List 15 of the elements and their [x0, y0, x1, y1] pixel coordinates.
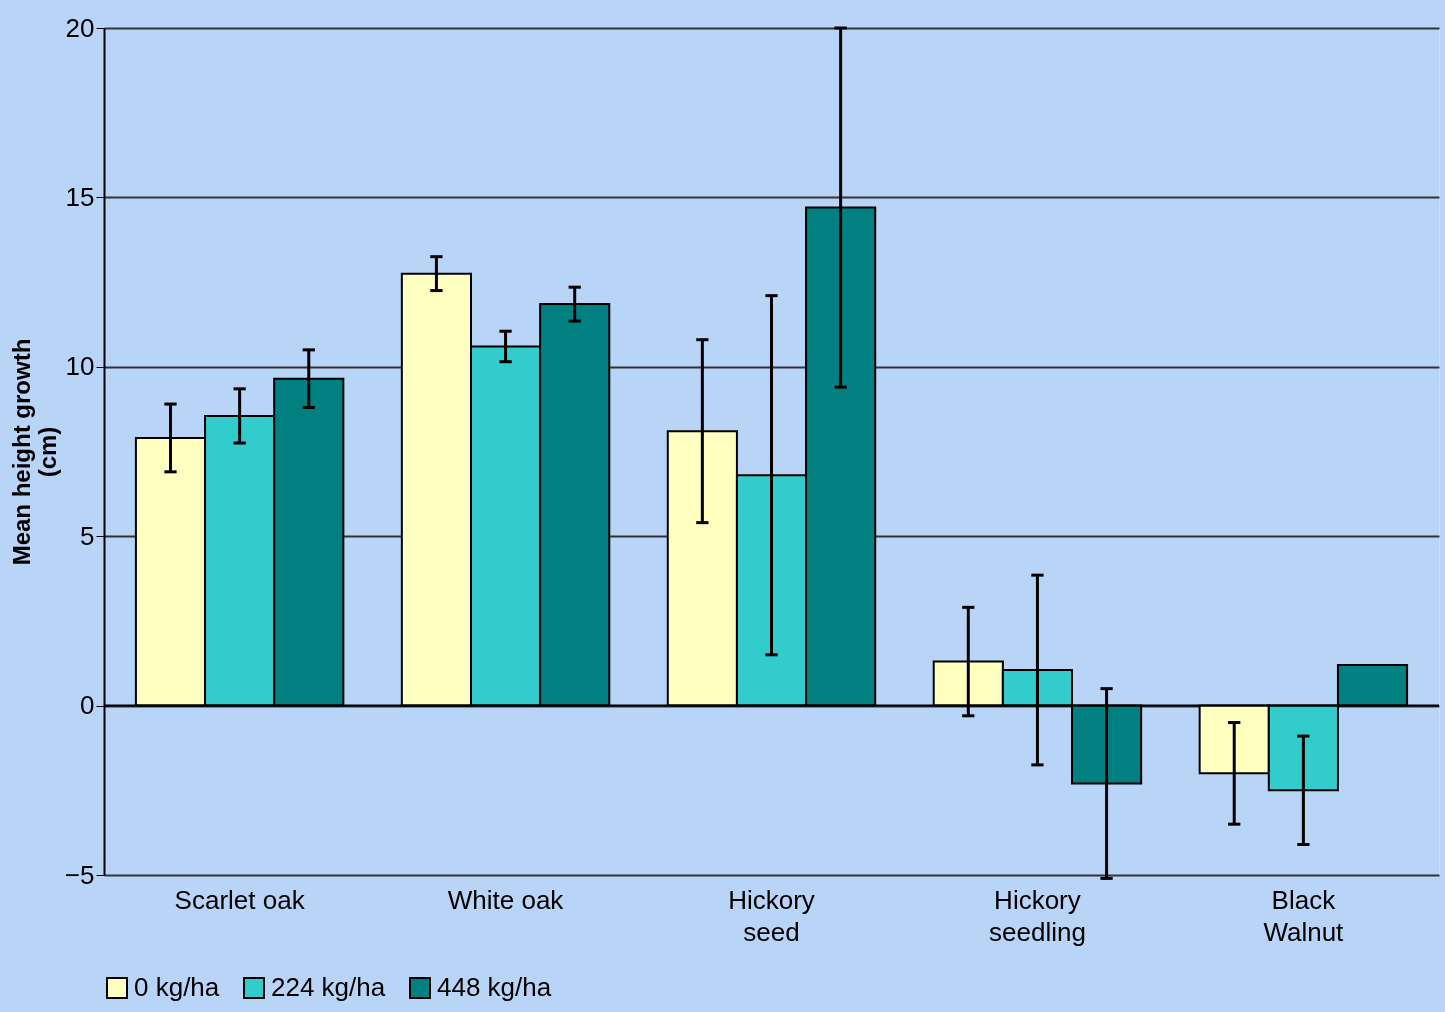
y-tick-label: 0	[80, 690, 95, 721]
x-tick-label: Hickory seed	[728, 884, 815, 947]
y-tick-label: 10	[65, 351, 95, 382]
legend-label: 224 kg/ha	[271, 972, 386, 1002]
y-axis-title: Mean height growth (cm)	[7, 338, 61, 566]
x-tick-label: Black Walnut	[1263, 884, 1345, 947]
x-tick-label: White oak	[447, 884, 565, 915]
y-tick-label: −5	[64, 859, 95, 890]
legend-label: 448 kg/ha	[437, 972, 552, 1002]
y-tick-label: 20	[65, 12, 95, 43]
x-tick-label: Hickory seedling	[989, 884, 1086, 947]
legend-label: 0 kg/ha	[134, 972, 220, 1002]
x-tick-label: Scarlet oak	[174, 884, 306, 915]
y-tick-label: 5	[80, 520, 95, 551]
y-tick-label: 15	[65, 181, 95, 212]
